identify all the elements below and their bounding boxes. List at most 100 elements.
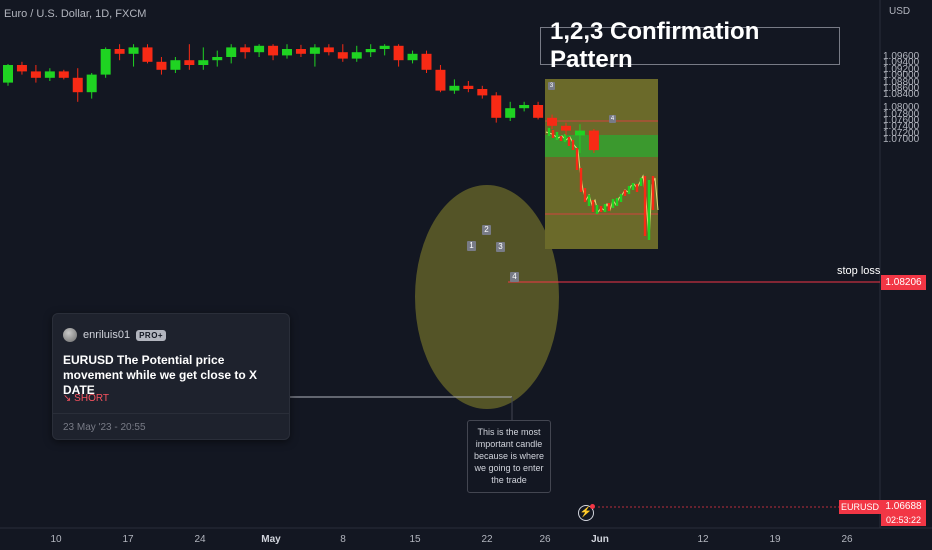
- price-axis-label: 1.07000: [883, 134, 920, 146]
- candle-bullish: [449, 85, 460, 91]
- bar-countdown: 02:53:22: [881, 514, 926, 526]
- axis-currency[interactable]: USD: [889, 6, 911, 17]
- stop-loss-label[interactable]: stop loss: [837, 265, 881, 277]
- time-axis-label: 17: [122, 534, 134, 545]
- candle-bearish: [114, 49, 125, 54]
- inset-candle: [571, 140, 575, 150]
- inset-candle: [595, 205, 599, 214]
- candle-bearish: [491, 95, 502, 118]
- candle-bearish: [435, 69, 446, 91]
- price-axis-label: 1.07800: [883, 108, 920, 120]
- inset-candle: [587, 195, 591, 206]
- inset-marker-4: 4: [609, 115, 616, 123]
- candle-bullish: [226, 47, 237, 57]
- price-axis-label: 1.07600: [883, 115, 920, 126]
- inset-candle: [647, 180, 651, 240]
- inset-candle: [563, 134, 567, 142]
- inset-chart-image: [545, 79, 659, 249]
- candle-bullish: [351, 52, 362, 59]
- candle-bullish: [365, 49, 376, 53]
- pattern-title[interactable]: 1,2,3 Confirmation Pattern: [540, 18, 840, 73]
- candle-bullish: [100, 49, 111, 75]
- time-axis-label: Jun: [591, 534, 609, 545]
- time-axis-label: 19: [769, 534, 781, 545]
- inset-candle: [547, 128, 551, 136]
- candle-bullish: [505, 108, 516, 118]
- card-divider: [53, 413, 289, 414]
- candle-bullish: [309, 47, 320, 54]
- candle-bearish: [393, 45, 404, 61]
- candle-bearish: [240, 47, 251, 53]
- pattern-marker-1[interactable]: 1: [467, 241, 476, 251]
- candles-group: [3, 44, 599, 153]
- inset-candle: [591, 200, 595, 212]
- price-axis-label: 1.07400: [883, 121, 920, 133]
- time-axis-label: 22: [481, 534, 493, 545]
- pattern-marker-3[interactable]: 3: [496, 242, 505, 252]
- candle-bullish: [198, 60, 209, 65]
- candle-bullish: [282, 49, 292, 56]
- inset-candle: [611, 199, 615, 208]
- inset-candle: [575, 148, 579, 170]
- idea-date: 23 May '23 - 20:55: [63, 422, 146, 433]
- candle-bullish: [574, 130, 585, 136]
- candle-bullish: [170, 60, 181, 70]
- pattern-marker-2[interactable]: 2: [482, 225, 491, 235]
- inset-candle: [555, 132, 559, 140]
- candle-bearish: [547, 117, 558, 126]
- pattern-marker-4[interactable]: 4: [510, 272, 519, 282]
- time-axis-label: 10: [50, 534, 62, 545]
- inset-candle: [639, 178, 643, 186]
- direction-label: SHORT: [74, 393, 109, 404]
- price-axis-label: 1.08600: [883, 83, 920, 94]
- candle-bearish: [16, 65, 27, 72]
- avatar-icon[interactable]: [63, 328, 77, 342]
- stop-loss-price-tag: 1.08206: [881, 275, 926, 290]
- price-axis-label: 1.08000: [883, 102, 920, 114]
- price-axis-label: 1.08400: [883, 89, 920, 101]
- candle-bearish: [533, 105, 544, 118]
- price-axis-label: 1.08800: [883, 76, 920, 88]
- price-axis-label: 1.09000: [883, 70, 920, 82]
- candle-bearish: [142, 47, 153, 62]
- lightning-icon[interactable]: ⚡: [578, 504, 595, 521]
- candle-bullish: [128, 47, 139, 54]
- author-name[interactable]: enriluis01: [83, 329, 131, 341]
- highlight-ellipse: [415, 185, 559, 409]
- idea-title[interactable]: EURUSD The Potential price movement whil…: [63, 353, 258, 397]
- candle-bearish: [156, 61, 167, 70]
- symbol-header[interactable]: Euro / U.S. Dollar, 1D, FXCM: [4, 8, 147, 20]
- candle-bearish: [588, 130, 599, 151]
- direction-row: ↘ SHORT: [63, 393, 109, 404]
- candle-bearish: [72, 77, 83, 93]
- candle-bullish: [44, 71, 55, 78]
- price-axis-label: 1.07200: [883, 127, 920, 139]
- inset-marker-3: 3: [548, 82, 555, 90]
- inset-candle: [607, 203, 611, 211]
- candle-bearish: [268, 45, 279, 56]
- time-axis-label: 15: [409, 534, 421, 545]
- inset-candle: [651, 176, 655, 210]
- time-axis-label: 26: [539, 534, 551, 545]
- inset-candle: [635, 184, 639, 192]
- candle-bearish: [58, 71, 69, 78]
- arrow-down-right-icon: ↘: [63, 393, 72, 404]
- inset-candle: [567, 137, 571, 146]
- symbol-tag: EURUSD: [839, 500, 881, 514]
- candle-bullish: [254, 45, 265, 53]
- inset-candle: [603, 204, 607, 212]
- idea-callout-card[interactable]: enriluis01 PRO+ EURUSD The Potential pri…: [52, 313, 290, 440]
- time-axis-label: May: [261, 534, 281, 545]
- candle-bullish: [407, 53, 418, 61]
- candle-bearish: [337, 52, 348, 59]
- candle-bearish: [295, 49, 306, 54]
- author-row[interactable]: enriluis01 PRO+: [63, 328, 167, 342]
- candle-bearish: [463, 85, 474, 89]
- current-price-tag: 1.06688: [881, 500, 926, 514]
- candle-bearish: [561, 125, 571, 131]
- inset-candle: [559, 136, 563, 141]
- inset-candle: [643, 176, 647, 236]
- entry-note-box[interactable]: This is the most important candle becaus…: [467, 420, 551, 493]
- candle-bearish: [30, 71, 41, 78]
